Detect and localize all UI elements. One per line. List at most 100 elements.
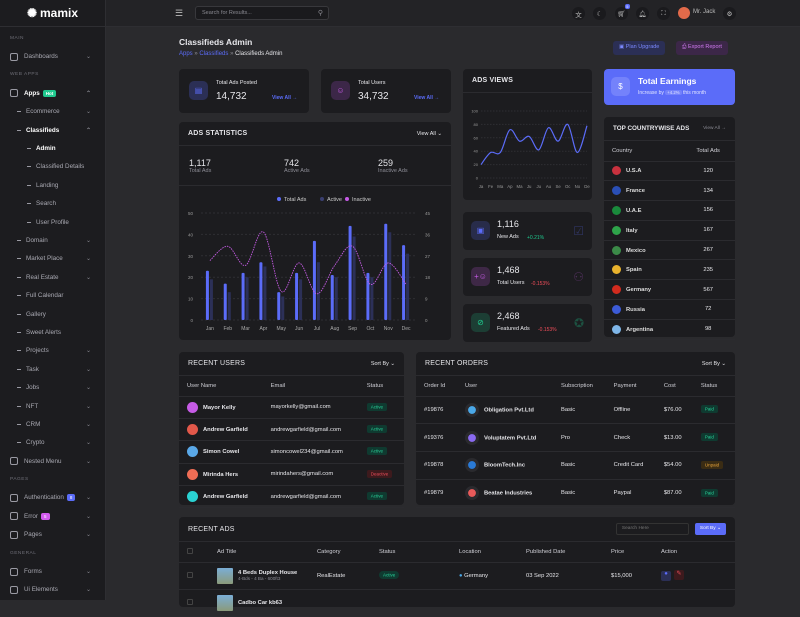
sidebar-item-search[interactable]: Search: [0, 195, 105, 213]
bar-active-Aug[interactable]: [335, 277, 338, 320]
sidebar-item-projects[interactable]: Projects⌄: [0, 342, 105, 360]
menu-toggle-icon[interactable]: ☰: [175, 8, 183, 19]
legend-item-inactive[interactable]: Inactive: [345, 197, 371, 203]
legend-item-total-ads[interactable]: Total Ads: [277, 197, 307, 203]
ad-title[interactable]: Cadbo Car kb63: [238, 600, 282, 606]
bar-total-ads-Mar[interactable]: [242, 273, 245, 320]
bar-total-ads-Aug[interactable]: [331, 275, 334, 320]
bar-active-Mar[interactable]: [246, 277, 249, 320]
sidebar-item-landing[interactable]: Landing: [0, 176, 105, 194]
sidebar-item-ecommerce[interactable]: Ecommerce⌄: [0, 103, 105, 121]
sidebar-item-real-estate[interactable]: Real Estate⌄: [0, 268, 105, 286]
sidebar-item-nested-menu[interactable]: Nested Menu⌄: [0, 452, 105, 470]
cart-icon[interactable]: 🛒︎ 5: [615, 7, 628, 20]
sidebar-item-user-profile[interactable]: User Profile: [0, 213, 105, 231]
sidebar-item-admin[interactable]: Admin: [0, 139, 105, 157]
bar-active-Apr[interactable]: [263, 267, 266, 321]
view-all-dropdown[interactable]: View All ⌄: [417, 131, 442, 137]
sort-by-button[interactable]: Sort By ⌄: [695, 523, 726, 535]
ads-views-line[interactable]: [481, 124, 587, 164]
row-checkbox[interactable]: [179, 562, 209, 589]
bar-total-ads-Sep[interactable]: [349, 226, 352, 320]
settings-gear-icon[interactable]: ⚙: [723, 7, 736, 20]
legend-item-active[interactable]: Active: [320, 197, 342, 203]
view-all-link[interactable]: View All →: [703, 126, 726, 131]
brand-logo[interactable]: ✺ mamix: [0, 0, 105, 27]
bar-active-Nov[interactable]: [388, 232, 391, 320]
sidebar-item-sweet-alerts[interactable]: Sweet Alerts: [0, 323, 105, 341]
sidebar-item-dashboards[interactable]: Dashboards⌄: [0, 47, 105, 65]
row-checkbox[interactable]: [179, 589, 209, 616]
sidebar-item-forms[interactable]: Forms⌄: [0, 562, 105, 580]
search-input[interactable]: Search for Results... ⚲: [195, 6, 329, 20]
notification-bell-icon[interactable]: 🔔︎: [636, 7, 649, 20]
bar-active-Feb[interactable]: [228, 292, 231, 320]
user-name: Andrew Garfield: [203, 494, 248, 500]
ad-row[interactable]: Cadbo Car kb63: [179, 589, 735, 616]
bar-total-ads-Dec[interactable]: [402, 245, 405, 320]
view-icon[interactable]: ●: [661, 571, 671, 581]
line-inactive[interactable]: [210, 232, 406, 294]
view-all-link[interactable]: View All →: [414, 95, 439, 101]
plan-upgrade-button[interactable]: ▣ Plan Upgrade: [613, 41, 665, 55]
sidebar-item-nft[interactable]: NFT⌄: [0, 397, 105, 415]
plan-upgrade-label: Plan Upgrade: [626, 44, 660, 50]
user-avatar[interactable]: [678, 7, 690, 19]
breadcrumb-classifieds[interactable]: Classifieds: [199, 51, 228, 57]
bar-active-Oct[interactable]: [370, 277, 373, 320]
dollar-icon: $: [611, 77, 630, 96]
sidebar-item-domain[interactable]: Domain⌄: [0, 231, 105, 249]
user-name[interactable]: Mr. Jack: [693, 9, 715, 15]
translate-icon[interactable]: 文: [572, 7, 585, 20]
bar-active-Jan[interactable]: [210, 279, 213, 320]
sort-by-dropdown[interactable]: Sort By ⌄: [371, 361, 395, 367]
theme-icon[interactable]: ☾: [593, 7, 606, 20]
bar-total-ads-Nov[interactable]: [384, 224, 387, 320]
bar-total-ads-Apr[interactable]: [259, 262, 262, 320]
bar-total-ads-Jul[interactable]: [313, 241, 316, 320]
edit-icon[interactable]: ✎: [674, 570, 684, 580]
sidebar-item-pages[interactable]: Pages⌄: [0, 526, 105, 544]
sort-by-dropdown[interactable]: Sort By ⌄: [702, 361, 726, 367]
sidebar-item-crm[interactable]: CRM⌄: [0, 415, 105, 433]
export-report-button[interactable]: ⎙ Export Report: [676, 41, 728, 55]
sidebar-item-jobs[interactable]: Jobs⌄: [0, 378, 105, 396]
fullscreen-icon[interactable]: ⛶: [657, 7, 670, 20]
select-all-checkbox[interactable]: [179, 542, 209, 562]
sidebar-item-classified-details[interactable]: Classified Details: [0, 158, 105, 176]
bar-total-ads-Feb[interactable]: [224, 284, 227, 320]
bar-active-Dec[interactable]: [406, 254, 409, 320]
sidebar-item-full-calendar[interactable]: Full Calendar: [0, 286, 105, 304]
order-value: BloomTech.Inc: [484, 463, 525, 469]
sidebar-item-market-place[interactable]: Market Place⌄: [0, 250, 105, 268]
sidebar-item-ui-elements[interactable]: Ui Elements⌄: [0, 581, 105, 599]
bar-active-May[interactable]: [281, 296, 284, 320]
ads-search-input[interactable]: Search Here: [616, 523, 689, 535]
bar-total-ads-Jun[interactable]: [295, 273, 298, 320]
view-all-link[interactable]: View All →: [272, 95, 297, 101]
bar-total-ads-Jan[interactable]: [206, 271, 209, 320]
sidebar-item-gallery[interactable]: Gallery: [0, 305, 105, 323]
sidebar-item-label: Apps: [24, 90, 40, 97]
bar-active-Jun[interactable]: [299, 279, 302, 320]
bar-active-Jul[interactable]: [317, 262, 320, 320]
bar-total-ads-May[interactable]: [277, 292, 280, 320]
sidebar-item-classifieds[interactable]: Classifieds⌃: [0, 121, 105, 139]
breadcrumb-apps[interactable]: Apps: [179, 51, 193, 57]
sidebar-item-task[interactable]: Task⌄: [0, 360, 105, 378]
sidebar-item-crypto[interactable]: Crypto⌄: [0, 434, 105, 452]
